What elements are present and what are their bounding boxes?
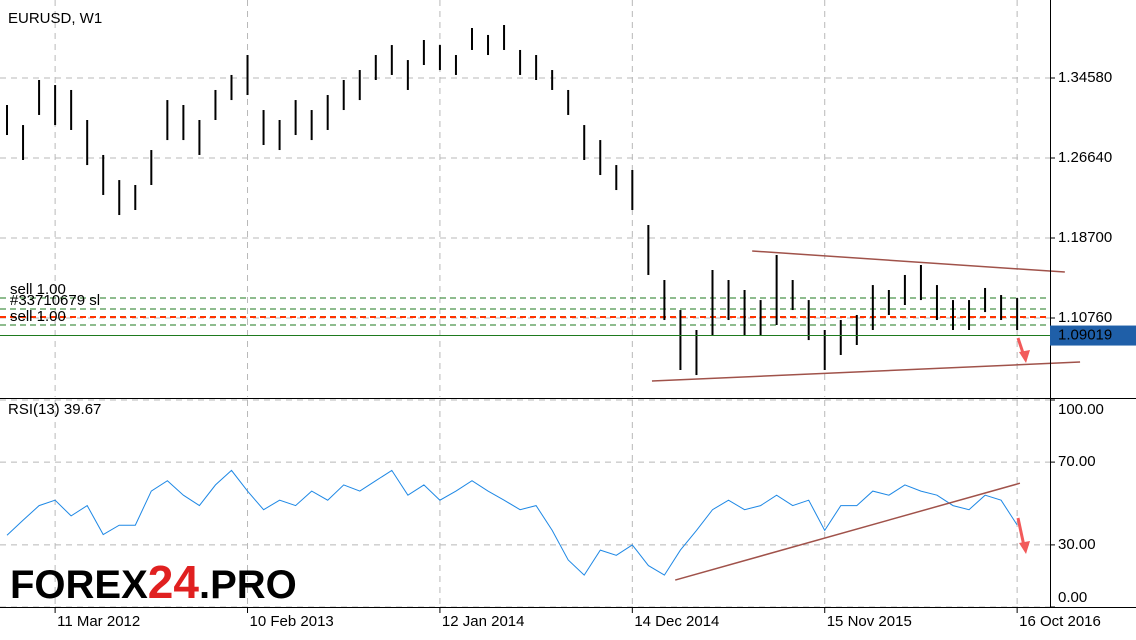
rsi-line xyxy=(6,469,1018,576)
x-tick-label: 16 Oct 2016 xyxy=(1019,613,1101,630)
indicator-title: RSI(13) 39.67 xyxy=(8,401,101,418)
arrows xyxy=(1016,337,1030,554)
x-tick-label: 14 Dec 2014 xyxy=(634,613,719,630)
y-tick-label: 1.10760 xyxy=(1058,309,1112,326)
y-tick-label: 100.00 xyxy=(1058,401,1104,418)
trendline xyxy=(651,361,1081,382)
logo-text: .PRO xyxy=(199,563,297,607)
x-tick-label: 12 Jan 2014 xyxy=(442,613,525,630)
price-label: 1.09019 xyxy=(1058,327,1112,344)
x-tick-label: 15 Nov 2015 xyxy=(827,613,912,630)
logo-text: 24 xyxy=(148,556,200,608)
y-tick-label: 70.00 xyxy=(1058,453,1096,470)
chart-title: EURUSD, W1 xyxy=(8,10,102,27)
arrow xyxy=(1016,517,1026,547)
y-tick-label: 0.00 xyxy=(1058,589,1087,606)
trendline xyxy=(675,482,1021,581)
x-tick-label: 11 Mar 2012 xyxy=(57,613,140,630)
order-label: sell 1.00 xyxy=(10,308,66,325)
y-tick-label: 1.26640 xyxy=(1058,149,1112,166)
arrow-head xyxy=(1019,541,1030,554)
y-tick-label: 1.34580 xyxy=(1058,69,1112,86)
price-box xyxy=(1050,325,1136,346)
order-label: sell 1.00 xyxy=(10,281,66,298)
y-tick-label: 30.00 xyxy=(1058,536,1096,553)
logo: FOREX24.PRO xyxy=(10,556,297,608)
arrow-head xyxy=(1019,350,1030,363)
x-tick-label: 10 Feb 2013 xyxy=(250,613,334,630)
order-label: #33710679 sl xyxy=(10,292,100,309)
y-tick-label: 1.18700 xyxy=(1058,229,1112,246)
trendline xyxy=(752,250,1065,273)
logo-text: FOREX xyxy=(10,563,148,607)
